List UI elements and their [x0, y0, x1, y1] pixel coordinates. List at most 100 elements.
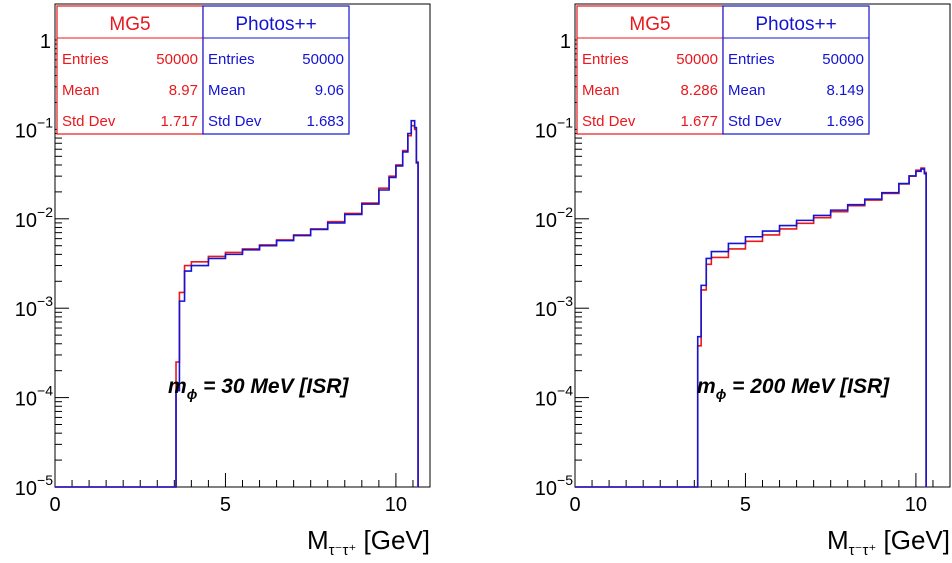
stats-label: Std Dev — [62, 113, 116, 130]
stats-label: Mean — [728, 82, 766, 99]
stats-value: 50000 — [676, 51, 718, 68]
stats-value: 8.97 — [169, 82, 198, 99]
y-tick-label: 10−2 — [15, 204, 53, 232]
x-axis-label-main: M — [307, 525, 329, 555]
mass-annotation: mϕ = 200 MeV [ISR] — [697, 375, 890, 402]
x-axis-label-subscript: τ⁻τ⁺ — [849, 542, 877, 559]
stats-value: 50000 — [822, 51, 864, 68]
data-point-mg5 — [327, 221, 329, 223]
data-point-mg5 — [178, 291, 181, 294]
chart-panel-right: 1 10−1 10−2 10−3 10−4 10−5 0 5 10 Mτ⁻τ⁺ [GeV] MG5 E… — [476, 0, 952, 563]
stats-label: Entries — [582, 51, 629, 68]
y-tick-exponent: −3 — [37, 293, 53, 309]
y-tick-exponent: −2 — [37, 204, 53, 220]
data-point-photos — [178, 300, 181, 302]
data-point-photos — [207, 257, 210, 260]
stats-value: 50000 — [302, 51, 344, 68]
stats-label: Std Dev — [208, 113, 262, 130]
annotation-text: = 30 MeV [ISR] — [197, 375, 349, 398]
data-point-mg5 — [414, 128, 416, 130]
y-tick-label: 10−1 — [535, 114, 573, 142]
y-tick-exponent: −5 — [37, 472, 53, 488]
y-tick-label: 10−4 — [15, 383, 53, 411]
annotation-subscript: ϕ — [716, 386, 727, 402]
stats-label: Entries — [728, 51, 775, 68]
data-point-photos — [293, 234, 295, 237]
data-point-photos — [361, 203, 363, 205]
stats-box-mg5 — [576, 5, 724, 135]
stats-label: Std Dev — [582, 113, 636, 130]
annotation-symbol: m — [697, 375, 716, 398]
data-point-photos — [693, 486, 695, 488]
data-point-photos — [327, 222, 329, 224]
data-point-photos — [258, 245, 261, 247]
stats-title: MG5 — [629, 14, 670, 35]
data-point-photos — [414, 126, 416, 129]
data-point-photos — [881, 192, 883, 194]
data-point-photos — [183, 270, 186, 272]
data-point-mg5 — [224, 251, 227, 254]
x-axis-label: Mτ⁻τ⁺ [GeV] — [827, 525, 950, 559]
stats-label: Mean — [582, 82, 620, 99]
y-tick-exponent: −4 — [557, 383, 573, 399]
data-point-photos — [898, 182, 900, 185]
x-tick-label: 10 — [385, 494, 407, 516]
data-point-mg5 — [207, 255, 210, 257]
data-point-photos — [574, 486, 576, 488]
stats-label: Std Dev — [728, 113, 782, 130]
x-tick-label: 5 — [220, 494, 231, 516]
x-tick-label: 10 — [905, 494, 927, 516]
y-tick-exponent: −1 — [557, 114, 573, 130]
y-tick-label: 10−5 — [15, 472, 53, 500]
stats-title: Photos++ — [235, 14, 316, 35]
data-point-mg5 — [190, 261, 192, 263]
data-point-mg5 — [388, 175, 390, 177]
stats-label: Mean — [208, 82, 246, 99]
data-point-photos — [417, 486, 419, 488]
data-point-photos — [778, 224, 781, 227]
y-tick-label: 10−3 — [535, 293, 573, 321]
y-tick-exponent: −5 — [557, 472, 573, 488]
data-point-photos — [310, 228, 312, 231]
data-point-photos — [224, 253, 227, 255]
data-point-photos — [915, 170, 917, 172]
y-tick-exponent: −4 — [37, 383, 53, 399]
data-point-mg5 — [175, 361, 177, 363]
stats-value: 1.683 — [306, 113, 344, 130]
y-tick-exponent: −1 — [37, 114, 53, 130]
data-point-photos — [388, 176, 390, 179]
stats-label: Entries — [208, 51, 255, 68]
stats-value: 1.677 — [680, 113, 718, 130]
data-point-photos — [415, 161, 417, 163]
data-point-photos — [864, 198, 866, 200]
data-point-photos — [175, 389, 177, 392]
stats-value: 1.696 — [826, 113, 864, 130]
data-point-photos — [813, 214, 815, 217]
stats-box-photos — [722, 5, 870, 135]
data-point-photos — [925, 486, 927, 488]
data-point-mg5 — [915, 169, 917, 171]
data-point-photos — [847, 204, 849, 206]
data-point-photos — [395, 165, 397, 167]
annotation-subscript: ϕ — [187, 386, 198, 402]
data-point-photos — [830, 209, 832, 211]
y-tick-label: 10−4 — [535, 383, 573, 411]
stats-value: 9.06 — [315, 82, 344, 99]
histogram-mg5 — [55, 124, 419, 488]
data-point-photos — [410, 120, 412, 122]
stats-title: Photos++ — [755, 14, 836, 35]
x-axis-label-unit: [GeV] — [356, 525, 430, 555]
data-point-photos — [275, 240, 278, 242]
data-point-photos — [920, 168, 922, 170]
data-point-photos — [697, 336, 699, 338]
stats-box-mg5 — [56, 5, 204, 135]
data-point-photos — [241, 249, 244, 251]
y-tick-label: 10−2 — [535, 204, 573, 232]
chart-panel-left: 1 10−1 10−2 10−3 10−4 10−5 0 5 10 Mτ⁻τ⁺ [GeV] MG5 E… — [15, 3, 431, 559]
y-tick-label: 1 — [560, 31, 571, 53]
y-tick-label: 10−1 — [15, 114, 53, 142]
data-point-photos — [795, 219, 798, 221]
data-point-photos — [402, 151, 404, 153]
